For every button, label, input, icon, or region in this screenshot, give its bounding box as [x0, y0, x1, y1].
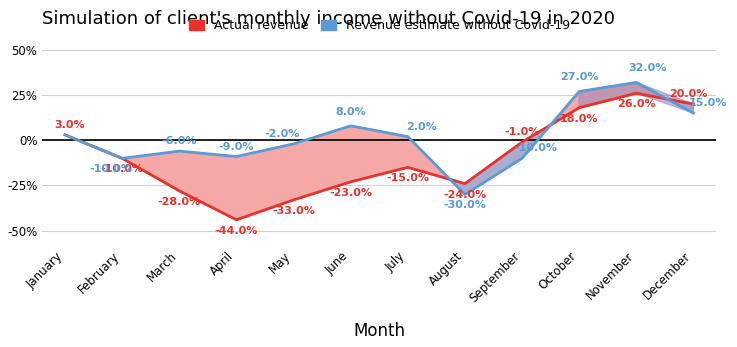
Text: -10.0%: -10.0% [101, 164, 144, 174]
Text: -28.0%: -28.0% [158, 197, 201, 207]
Text: -44.0%: -44.0% [214, 226, 258, 236]
Text: Simulation of client's monthly income without Covid-19 in 2020: Simulation of client's monthly income wi… [42, 10, 615, 28]
Text: -24.0%: -24.0% [444, 189, 486, 200]
Text: -10.0%: -10.0% [90, 164, 133, 174]
Text: -33.0%: -33.0% [272, 206, 315, 216]
Text: -10.0%: -10.0% [514, 143, 557, 153]
Text: -9.0%: -9.0% [219, 142, 254, 152]
Text: -2.0%: -2.0% [265, 129, 300, 139]
Text: -6.0%: -6.0% [161, 136, 197, 146]
Text: 15.0%: 15.0% [688, 98, 727, 108]
Text: 27.0%: 27.0% [560, 73, 598, 82]
Text: -1.0%: -1.0% [504, 127, 539, 137]
Text: 26.0%: 26.0% [617, 99, 656, 109]
Text: -15.0%: -15.0% [386, 173, 430, 183]
Text: 32.0%: 32.0% [628, 63, 667, 73]
Text: 2.0%: 2.0% [406, 122, 437, 132]
Legend: Actual revenue, Revenue estimate without Covid-19: Actual revenue, Revenue estimate without… [184, 15, 575, 37]
X-axis label: Month: Month [353, 322, 405, 340]
Text: 3.0%: 3.0% [54, 120, 85, 130]
Text: 18.0%: 18.0% [560, 113, 598, 124]
Text: -23.0%: -23.0% [329, 188, 372, 198]
Text: -30.0%: -30.0% [444, 200, 486, 210]
Text: 20.0%: 20.0% [668, 89, 707, 99]
Text: 8.0%: 8.0% [335, 107, 366, 117]
